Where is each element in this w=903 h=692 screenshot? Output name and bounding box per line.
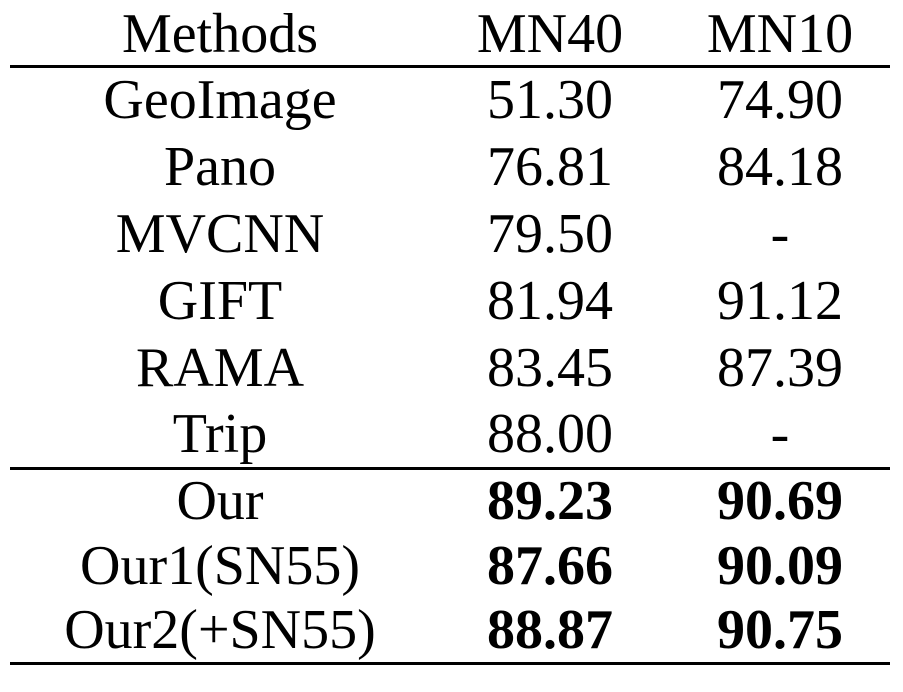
method-cell: RAMA xyxy=(135,336,305,399)
mn40-cell: 88.87 xyxy=(487,598,613,661)
method-cell: GeoImage xyxy=(103,69,337,132)
mn40-cell: 87.66 xyxy=(487,534,613,597)
method-cell: Our2(+SN55) xyxy=(64,598,376,661)
mn40-cell: 89.23 xyxy=(487,470,613,533)
mn10-cell: 90.75 xyxy=(717,598,843,661)
header-methods: Methods xyxy=(122,3,318,66)
mn10-cell: 90.69 xyxy=(717,470,843,533)
table-row: RAMA 83.45 87.39 xyxy=(10,334,890,401)
method-cell: Our1(SN55) xyxy=(80,534,360,597)
table-row: MVCNN 79.50 - xyxy=(10,200,890,267)
mn40-cell: 79.50 xyxy=(487,202,613,265)
table-row: Pano 76.81 84.18 xyxy=(10,133,890,200)
mn10-cell: 91.12 xyxy=(717,269,843,332)
mn10-cell: - xyxy=(770,402,790,465)
mn40-cell: 81.94 xyxy=(487,269,613,332)
table-row: GIFT 81.94 91.12 xyxy=(10,267,890,334)
table-row: Our2(+SN55) 88.87 90.75 xyxy=(10,598,890,663)
mn10-cell: 87.39 xyxy=(717,336,843,399)
table-header: Methods MN40 MN10 xyxy=(10,0,890,66)
mn40-cell: 76.81 xyxy=(487,135,613,198)
method-cell: MVCNN xyxy=(115,202,325,265)
header-row: Methods MN40 MN10 xyxy=(10,0,890,66)
table-row: Trip 88.00 - xyxy=(10,401,890,468)
results-table-container: Methods MN40 MN10 GeoImage 51.30 74.90 P… xyxy=(10,0,890,665)
mn10-cell: 84.18 xyxy=(717,135,843,198)
mn40-cell: 83.45 xyxy=(487,336,613,399)
table-row: Our 89.23 90.69 xyxy=(10,468,890,533)
mn10-cell: 74.90 xyxy=(717,69,843,132)
method-cell: Trip xyxy=(172,402,268,465)
method-cell: Pano xyxy=(164,135,276,198)
results-table: Methods MN40 MN10 GeoImage 51.30 74.90 P… xyxy=(10,0,890,665)
mn10-cell: 90.09 xyxy=(717,534,843,597)
mn40-cell: 51.30 xyxy=(487,69,613,132)
mn40-cell: 88.00 xyxy=(487,402,613,465)
mn10-cell: - xyxy=(770,202,790,265)
header-mn10: MN10 xyxy=(706,3,854,66)
table-row: Our1(SN55) 87.66 90.09 xyxy=(10,533,890,598)
method-cell: Our xyxy=(176,470,264,533)
table-row: GeoImage 51.30 74.90 xyxy=(10,66,890,133)
method-cell: GIFT xyxy=(157,269,283,332)
baseline-rows: GeoImage 51.30 74.90 Pano 76.81 84.18 MV… xyxy=(10,66,890,468)
header-mn40: MN40 xyxy=(476,3,624,66)
our-rows: Our 89.23 90.69 Our1(SN55) 87.66 90.09 O… xyxy=(10,468,890,663)
